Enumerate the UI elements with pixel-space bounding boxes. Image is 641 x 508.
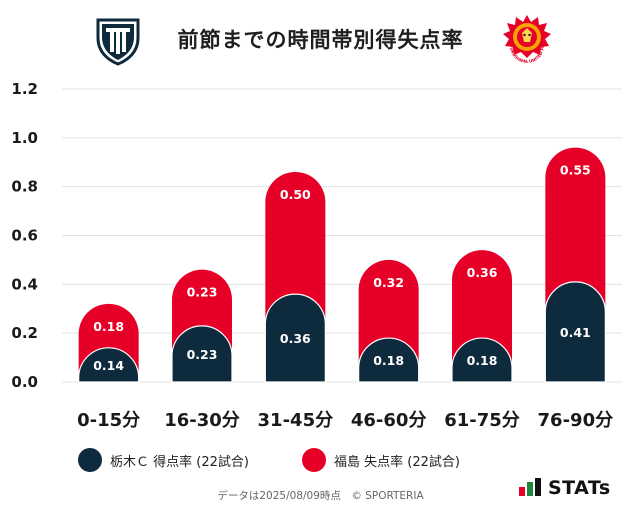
y-tick-label: 0.0 — [11, 373, 38, 391]
value-label-away: 0.18 — [93, 319, 124, 334]
y-tick-label: 1.2 — [11, 80, 38, 98]
y-tick-label: 0.4 — [11, 275, 38, 293]
legend-item-away: 福島 失点率 (22試合) — [302, 448, 460, 472]
bar-home-score — [544, 281, 606, 383]
fukushima-crest-icon: FUKUSHIMA UNITED FC — [503, 15, 551, 64]
y-tick-label: 1.0 — [11, 129, 38, 147]
y-tick-label: 0.6 — [11, 227, 38, 245]
bar-home-score — [358, 337, 420, 383]
stats-brand-logo: STATs — [518, 477, 611, 499]
y-tick-label: 0.2 — [11, 324, 38, 342]
chart-title: 前節までの時間帯別得失点率 — [177, 28, 464, 52]
value-label-home: 0.36 — [280, 331, 311, 346]
bar-home-score — [78, 347, 140, 383]
legend-item-home: 栃木Ｃ 得点率 (22試合) — [78, 448, 249, 472]
legend-swatch-home — [78, 448, 102, 472]
legend-label-home: 栃木Ｃ 得点率 (22試合) — [110, 454, 249, 470]
y-tick-label: 0.8 — [11, 178, 38, 196]
x-tick-label: 16-30分 — [164, 410, 240, 431]
x-tick-label: 31-45分 — [258, 410, 334, 431]
value-label-away: 0.55 — [560, 163, 591, 178]
value-label-home: 0.41 — [560, 325, 591, 340]
value-label-away: 0.23 — [187, 285, 218, 300]
legend: 栃木Ｃ 得点率 (22試合) 福島 失点率 (22試合) — [0, 448, 641, 474]
stacked-bar-chart: 0.00.20.40.60.81.01.2 0.140.180.230.230.… — [11, 80, 622, 431]
tochigi-crest-icon — [96, 18, 140, 66]
data-footnote: データは2025/08/09時点 © SPORTERIA — [217, 490, 424, 502]
value-label-home: 0.14 — [93, 358, 124, 373]
stats-bars-icon — [519, 478, 541, 496]
y-axis: 0.0 0.2 0.4 0.6 0.8 1.0 1.2 — [11, 80, 38, 391]
bars: 0.14 0.18 0.23 0.23 0.36 0.50 0.18 0.32 0.18 0.36… — [78, 147, 606, 383]
legend-label-away: 福島 失点率 (22試合) — [334, 454, 460, 470]
x-tick-label: 0-15分 — [77, 410, 140, 431]
bar-home-score — [264, 293, 326, 383]
value-label-away: 0.32 — [373, 275, 404, 290]
gridlines — [62, 88, 622, 383]
x-tick-label: 76-90分 — [538, 410, 614, 431]
bar-home-score — [451, 337, 513, 383]
x-axis: 0-15分 16-30分 31-45分 46-60分 61-75分 76-90分 — [77, 410, 613, 431]
stats-brand-text: STATs — [548, 477, 611, 499]
legend-swatch-away — [302, 448, 326, 472]
value-label-home: 0.18 — [373, 353, 404, 368]
bar-home-score — [171, 325, 233, 383]
value-label-home: 0.23 — [187, 347, 218, 362]
value-label-away: 0.50 — [280, 187, 311, 202]
x-tick-label: 46-60分 — [351, 410, 427, 431]
value-label-away: 0.36 — [467, 265, 498, 280]
x-tick-label: 61-75分 — [444, 410, 520, 431]
value-label-home: 0.18 — [467, 353, 498, 368]
